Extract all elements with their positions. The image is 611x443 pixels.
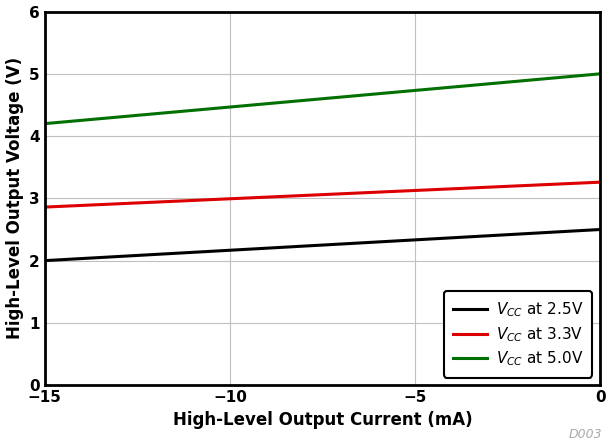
Legend: $V_{CC}$ at 2.5V, $V_{CC}$ at 3.3V, $V_{CC}$ at 5.0V: $V_{CC}$ at 2.5V, $V_{CC}$ at 3.3V, $V_{… [444,291,593,377]
Text: D003: D003 [568,428,602,441]
Y-axis label: High-Level Output Voltage (V): High-Level Output Voltage (V) [5,57,24,339]
X-axis label: High-Level Output Current (mA): High-Level Output Current (mA) [173,411,472,428]
